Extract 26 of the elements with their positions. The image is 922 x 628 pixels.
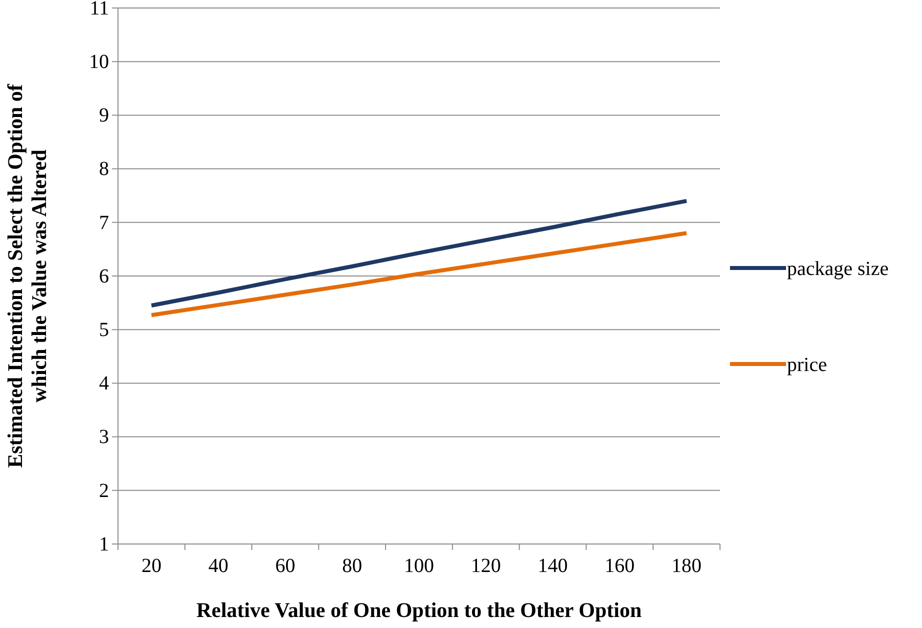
y-axis-title: Estimated Intention to Select the Option of which the Value was Altered (3, 83, 51, 468)
x-tick-label: 80 (342, 555, 362, 578)
x-axis-title: Relative Value of One Option to the Other Option (196, 598, 642, 622)
x-tick-label: 40 (208, 555, 228, 578)
y-tick-label: 10 (89, 51, 109, 73)
y-tick-label: 7 (99, 212, 109, 234)
x-tick-label: 140 (538, 555, 568, 578)
y-tick-label: 9 (99, 104, 109, 127)
y-tick-label: 8 (99, 158, 109, 180)
y-tick-label: 2 (99, 480, 109, 502)
x-tick-label: 120 (470, 555, 501, 578)
legend-label: package size (787, 258, 889, 280)
y-tick-label: 3 (99, 426, 109, 448)
legend-label: price (787, 354, 828, 376)
y-tick-label: 6 (99, 265, 109, 288)
y-tick-label: 1 (99, 533, 109, 556)
y-tick-label: 5 (99, 319, 109, 341)
x-tick-label: 160 (604, 555, 635, 578)
line-series (149, 198, 689, 308)
x-tick-label: 180 (672, 555, 702, 578)
y-tick-label: 11 (90, 0, 109, 20)
line-series (149, 231, 689, 318)
x-tick-label: 60 (275, 555, 296, 578)
x-tick-label: 100 (404, 555, 434, 578)
y-tick-label: 4 (99, 372, 109, 395)
x-tick-label: 20 (141, 555, 162, 578)
